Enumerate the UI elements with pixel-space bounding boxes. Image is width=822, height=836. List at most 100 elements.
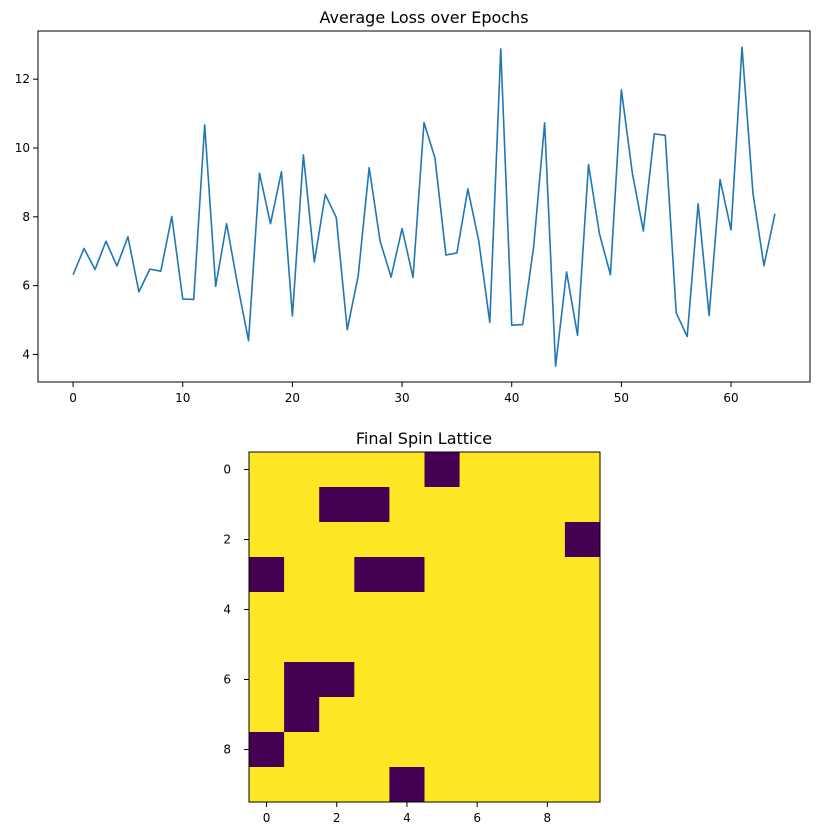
lattice-cell [564,452,601,488]
lattice-cell [319,697,355,733]
lattice-cell [249,732,285,768]
x-tick-label: 10 [175,391,190,405]
lattice-cell [319,592,355,628]
lattice-cell [459,522,496,558]
lattice-cell [249,592,285,628]
lattice-cell [424,697,460,733]
y-tick-label: 4 [22,347,30,361]
lattice-cell [389,522,425,558]
lattice-cell [319,522,355,558]
lattice-cell [354,487,390,523]
lattice-cell [494,592,531,628]
lattice-cell [529,487,566,523]
loss-line-chart: Average Loss over Epochs 0 10 20 30 40 50 60 4 6… [15,8,811,405]
lattice-cell [459,732,496,768]
y-tick-label: 12 [15,72,30,86]
lattice-cell [459,592,496,628]
lattice-cell [529,592,566,628]
heat-y-tick-label: 0 [223,463,231,477]
lattice-cell [354,522,390,558]
lattice-cell [564,662,601,698]
lattice-cell [354,697,390,733]
lattice-cell [564,487,601,523]
lattice-cell [424,557,460,593]
lattice-cell [319,732,355,768]
lattice-cell [564,627,601,663]
lattice-cell [319,557,355,593]
x-tick-label: 60 [723,391,738,405]
lattice-cell [284,592,320,628]
heat-y-tick-label: 2 [223,533,231,547]
lattice-cell [494,487,531,523]
lattice-cell [494,697,531,733]
lattice-cell [529,452,566,488]
lattice-cell [529,522,566,558]
lattice-cell [284,452,320,488]
lattice-cell [564,522,601,558]
line-plot-area: 0 10 20 30 40 50 60 4 6 8 10 12 [15,46,776,405]
x-tick-label: 30 [394,391,409,405]
lattice-cell [424,487,460,523]
lattice-cell [319,452,355,488]
lattice-cell [249,522,285,558]
heat-x-tick-label: 8 [544,811,552,825]
lattice-cell [284,767,320,803]
lattice-cell [564,697,601,733]
lattice-cell [389,487,425,523]
lattice-cell [494,522,531,558]
spin-lattice-heatmap: Final Spin Lattice 0 2 4 6 8 0 2 4 6 8 [223,429,601,825]
heat-y-tick-label: 4 [223,603,231,617]
heatmap-axes-frame [248,451,601,803]
lattice-cell [319,662,355,698]
lattice-cell [389,697,425,733]
lattice-cell [249,662,285,698]
lattice-cell [284,697,320,733]
lattice-cell [284,557,320,593]
lattice-cell [354,627,390,663]
lattice-cell [249,557,285,593]
lattice-cell [319,627,355,663]
lattice-cell [354,557,390,593]
x-tick-label: 40 [504,391,519,405]
y-tick-label: 6 [22,279,30,293]
lattice-cell [459,487,496,523]
lattice-cell [354,732,390,768]
heat-x-tick-label: 0 [263,811,271,825]
lattice-cell [284,662,320,698]
lattice-cell [564,767,601,803]
lattice-cell [389,662,425,698]
lattice-cell [494,557,531,593]
lattice-cell [529,732,566,768]
lattice-cell [284,732,320,768]
lattice-cell [494,767,531,803]
x-tick-label: 50 [614,391,629,405]
lattice-cell [424,662,460,698]
lattice-cell [459,662,496,698]
lattice-cell [249,452,285,488]
lattice-cell [389,767,425,803]
lattice-cell [529,627,566,663]
lattice-cell [284,487,320,523]
y-tick-label: 10 [15,141,30,155]
lattice-cell [424,627,460,663]
heat-x-tick-label: 2 [333,811,341,825]
heat-x-tick-label: 6 [473,811,481,825]
lattice-cell [389,592,425,628]
lattice-cell [424,767,460,803]
lattice-cell [424,522,460,558]
lattice-cell [249,487,285,523]
lattice-cell [424,732,460,768]
line-chart-title: Average Loss over Epochs [319,8,528,27]
lattice-cell [354,452,390,488]
lattice-cell [319,487,355,523]
lattice-cell [284,627,320,663]
lattice-cell [424,452,460,488]
heat-y-tick-label: 6 [223,673,231,687]
lattice-cell [424,592,460,628]
lattice-cell [494,627,531,663]
lattice-cell [319,767,355,803]
x-tick-label: 0 [69,391,77,405]
lattice-cell [564,592,601,628]
heat-x-tick-label: 4 [403,811,411,825]
lattice-cell [564,557,601,593]
